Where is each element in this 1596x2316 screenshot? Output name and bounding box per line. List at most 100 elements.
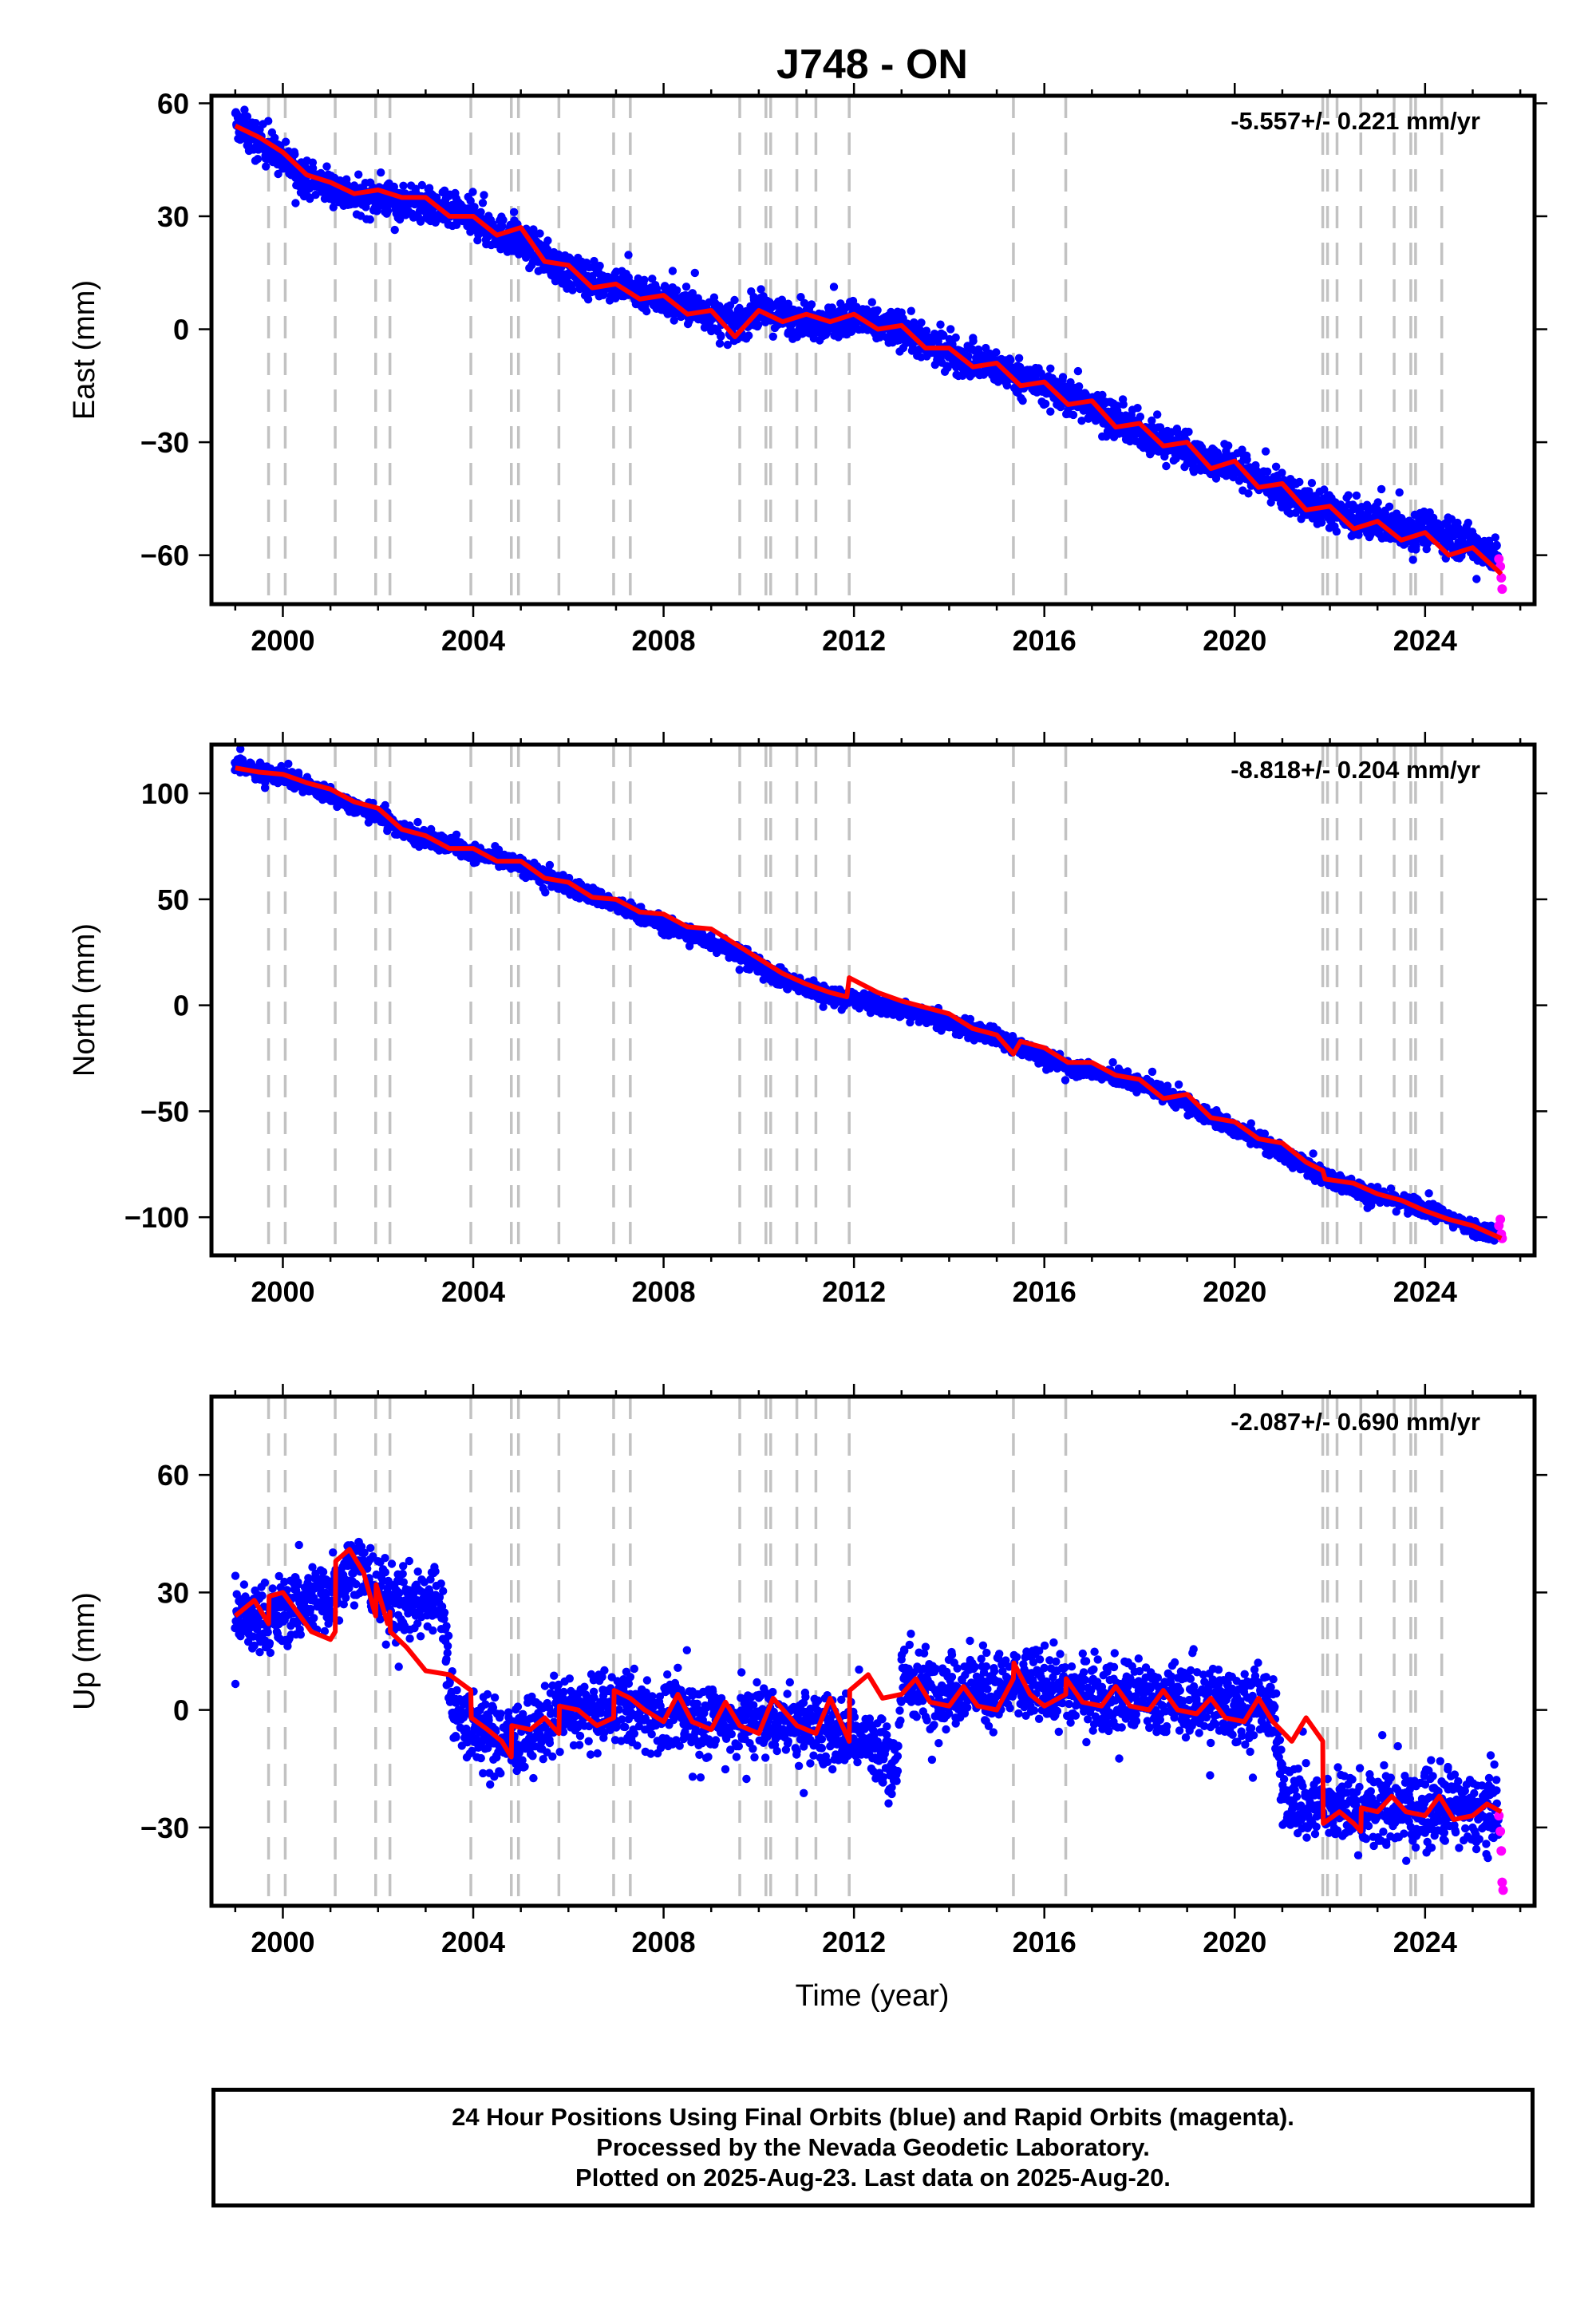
final-orbit-point <box>566 255 575 264</box>
final-orbit-point <box>946 325 955 334</box>
final-orbit-point <box>1245 464 1254 472</box>
final-orbit-point <box>1295 477 1304 487</box>
final-orbit-point <box>829 283 839 291</box>
final-orbit-point <box>1377 484 1386 494</box>
final-orbit-point <box>1332 527 1341 536</box>
y-tick-label: 30 <box>157 200 189 233</box>
x-tick-label: 2020 <box>1203 624 1266 657</box>
final-orbit-point <box>1046 364 1055 373</box>
final-orbit-point <box>1344 491 1353 500</box>
east-final-orbit-points <box>231 105 1503 583</box>
final-orbit-point <box>672 286 681 294</box>
east-rate-annotation: -5.557+/- 0.221 mm/yr <box>1231 107 1480 135</box>
east-plot-frame <box>209 93 1537 607</box>
final-orbit-point <box>535 229 544 238</box>
final-orbit-point <box>1014 354 1024 362</box>
y-tick-label: 60 <box>157 87 189 120</box>
final-orbit-point <box>529 225 538 234</box>
final-orbit-point <box>383 207 393 215</box>
y-tick-label: −60 <box>140 539 189 572</box>
final-orbit-point <box>980 354 989 363</box>
final-orbit-point <box>1445 539 1455 547</box>
final-orbit-point <box>745 331 753 340</box>
final-orbit-point <box>1238 486 1247 495</box>
final-orbit-point <box>478 199 488 207</box>
final-orbit-point <box>768 332 777 341</box>
final-orbit-point <box>476 207 485 216</box>
final-orbit-point <box>1381 508 1390 518</box>
final-orbit-point <box>1395 488 1404 497</box>
final-orbit-point <box>749 292 758 302</box>
final-orbit-point <box>685 291 693 300</box>
final-orbit-point <box>1278 468 1286 477</box>
x-tick-label: 2012 <box>822 624 886 657</box>
final-orbit-point <box>475 224 484 234</box>
final-orbit-point <box>922 326 931 335</box>
final-orbit-point <box>1162 461 1171 471</box>
final-orbit-point <box>290 148 298 156</box>
final-orbit-point <box>1472 575 1481 583</box>
final-orbit-point <box>1454 524 1464 533</box>
final-orbit-point <box>1321 495 1330 504</box>
final-orbit-point <box>1271 462 1281 471</box>
final-orbit-point <box>499 215 508 224</box>
final-orbit-point <box>1464 518 1473 528</box>
final-orbit-point <box>1278 503 1286 512</box>
final-orbit-point <box>1474 536 1483 545</box>
final-orbit-point <box>887 317 897 326</box>
final-orbit-point <box>1046 407 1055 416</box>
final-orbit-point <box>757 285 765 294</box>
final-orbit-point <box>907 306 916 315</box>
final-orbit-point <box>1018 396 1027 405</box>
final-orbit-point <box>910 318 918 327</box>
final-orbit-point <box>342 175 351 184</box>
final-orbit-point <box>568 286 577 294</box>
final-orbit-point <box>796 293 805 302</box>
final-orbit-point <box>291 199 300 207</box>
final-orbit-point <box>1053 377 1061 386</box>
final-orbit-point <box>417 180 426 190</box>
final-orbit-point <box>1184 427 1193 437</box>
north-panel: 2000 2004 2008 2012 2016 2020 2024−100−5005010… <box>68 732 1547 1308</box>
final-orbit-point <box>730 295 739 305</box>
final-orbit-point <box>951 333 960 342</box>
final-orbit-point <box>509 207 519 216</box>
final-orbit-point <box>336 197 345 207</box>
final-orbit-point <box>640 275 649 284</box>
final-orbit-point <box>1263 467 1272 476</box>
final-orbit-point <box>1408 555 1417 564</box>
final-orbit-point <box>1098 390 1107 400</box>
final-orbit-point <box>251 119 260 128</box>
final-orbit-point <box>595 261 604 271</box>
final-orbit-point <box>690 268 699 278</box>
final-orbit-point <box>939 331 948 340</box>
final-orbit-point <box>354 170 363 179</box>
final-orbit-point <box>1385 502 1394 511</box>
final-orbit-point <box>1133 404 1142 413</box>
final-orbit-point <box>243 112 252 121</box>
final-orbit-point <box>399 181 408 190</box>
final-orbit-point <box>590 256 598 266</box>
x-tick-label: 2000 <box>251 624 314 657</box>
final-orbit-point <box>917 318 926 327</box>
final-orbit-point <box>917 353 926 362</box>
final-orbit-point <box>670 316 678 325</box>
rapid-orbit-point <box>1494 554 1504 564</box>
final-orbit-point <box>642 306 651 316</box>
east-model-line <box>234 123 1503 576</box>
final-orbit-point <box>498 222 507 231</box>
x-tick-label: 2008 <box>632 624 696 657</box>
final-orbit-point <box>1491 533 1500 542</box>
final-orbit-point <box>281 137 290 146</box>
final-orbit-point <box>395 215 405 224</box>
rapid-orbit-point <box>1497 584 1507 595</box>
final-orbit-point <box>1006 355 1015 365</box>
final-orbit-point <box>1397 515 1407 524</box>
final-orbit-point <box>681 283 691 291</box>
final-orbit-point <box>1077 417 1086 425</box>
final-orbit-point <box>1153 410 1162 419</box>
final-orbit-point <box>1062 409 1071 419</box>
final-orbit-point <box>1069 410 1078 420</box>
final-orbit-point <box>1325 524 1334 532</box>
